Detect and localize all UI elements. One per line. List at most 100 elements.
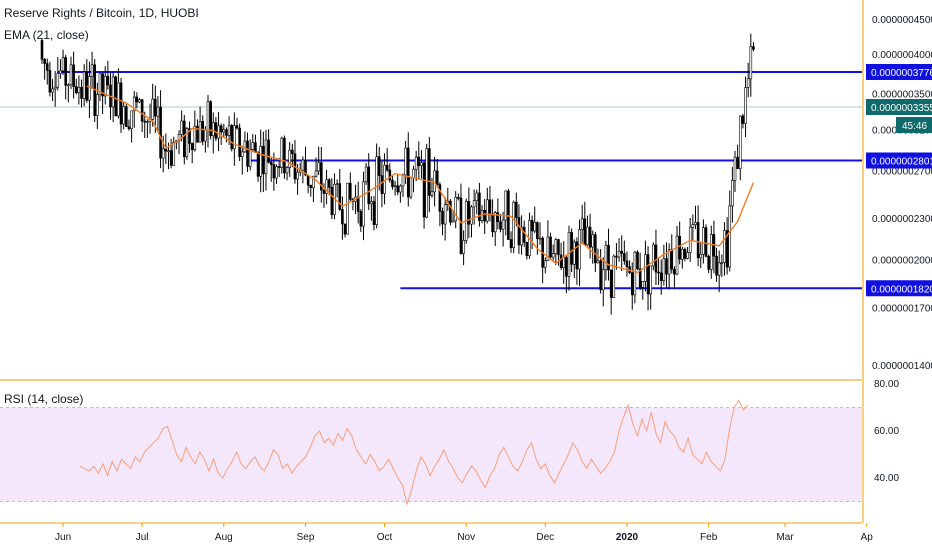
candle-body — [406, 147, 410, 198]
rsi-indicator-label[interactable]: RSI (14, close) — [4, 392, 84, 406]
candle-body — [746, 78, 750, 88]
candle-body — [483, 209, 486, 222]
rsi-line — [79, 399, 749, 506]
candle-body — [169, 150, 173, 166]
candle-body — [317, 162, 320, 172]
candle-body — [623, 253, 626, 262]
candle-body — [441, 211, 444, 225]
candle-body — [335, 183, 339, 185]
candle-body — [649, 265, 652, 295]
rsi-axis-label: 40.00 — [874, 473, 899, 484]
candle-body — [111, 76, 115, 108]
candle-body — [182, 120, 186, 158]
candle-body — [731, 180, 734, 207]
candle-body — [601, 269, 605, 291]
candle-body — [43, 59, 46, 64]
candle-body — [728, 205, 732, 268]
candle-body — [380, 175, 384, 194]
candle-body — [254, 142, 257, 153]
candle-body — [654, 244, 658, 273]
candle-body — [388, 169, 392, 181]
candle-body — [64, 57, 68, 86]
symbol-title[interactable]: Reserve Rights / Bitcoin, 1D, HUOBI — [4, 6, 199, 20]
candle-body — [501, 219, 505, 230]
candle-body — [449, 200, 452, 223]
candle-body — [557, 239, 560, 256]
candle-body — [114, 76, 118, 117]
candle-body — [67, 84, 70, 87]
candle-body — [285, 167, 289, 174]
candle-body — [320, 162, 323, 191]
level-price-tag — [866, 63, 932, 80]
candle-body — [74, 86, 78, 94]
horizontal-levels[interactable] — [57, 70, 862, 290]
candle-body — [491, 213, 494, 233]
price-axis-label: 0.0000004000 — [872, 50, 932, 61]
candle-body — [412, 168, 415, 179]
candle-body — [338, 183, 342, 210]
candle-body — [596, 260, 600, 264]
ema-indicator-label[interactable]: EMA (21, close) — [4, 28, 89, 42]
candle-body — [267, 139, 270, 163]
candle-body — [309, 184, 313, 189]
candle-body — [533, 222, 537, 232]
price-axis-label: 0.0000001400 — [872, 361, 932, 372]
candle-body — [662, 258, 666, 281]
candle-body — [88, 76, 91, 101]
candle-body — [138, 99, 141, 103]
candle-body — [604, 244, 608, 271]
candle-body — [146, 121, 149, 123]
candle-body — [738, 115, 742, 169]
candle-body — [125, 106, 128, 127]
candle-body — [193, 125, 197, 151]
candle-body — [725, 230, 729, 268]
time-axis-label: Nov — [457, 532, 475, 543]
candle-body — [56, 73, 60, 88]
rsi-axis-label: 80.00 — [874, 379, 899, 390]
candle-body — [377, 156, 381, 176]
time-axis-label: Jun — [55, 532, 71, 543]
rsi-layer — [79, 399, 749, 506]
candle-body — [327, 179, 331, 188]
candle-body — [681, 249, 684, 260]
candle-body — [586, 226, 589, 246]
time-axis-label: Feb — [700, 532, 718, 543]
candle-body — [82, 71, 86, 99]
candle-body — [370, 201, 373, 205]
ema-layer — [86, 85, 755, 274]
candle-body — [422, 162, 426, 218]
candle-body — [575, 241, 579, 270]
candle-body — [219, 125, 223, 133]
candle-body — [709, 234, 713, 270]
candle-body — [59, 70, 62, 74]
candle-body — [225, 129, 228, 136]
time-axis-label: Oct — [377, 532, 393, 543]
price-tags: 0.0000003776 0.0000002801 0.0000001820 0.00… — [866, 63, 932, 297]
candle-body — [615, 255, 618, 258]
candle-body — [641, 281, 645, 288]
candles-layer — [40, 33, 755, 315]
candle-body — [130, 110, 133, 130]
candle-body — [214, 122, 218, 139]
candle-body — [425, 148, 429, 218]
candle-body — [594, 234, 597, 264]
candle-body — [325, 179, 328, 194]
candle-body — [180, 120, 183, 135]
candle-body — [752, 46, 755, 50]
candle-body — [667, 249, 671, 275]
candle-body — [744, 87, 747, 124]
time-axis-label: Ap — [861, 532, 874, 543]
candle-body — [638, 268, 642, 288]
candle-body — [670, 249, 674, 270]
candle-body — [40, 40, 44, 60]
candle-body — [678, 235, 681, 260]
candle-body — [646, 254, 650, 295]
price-axis-label: 0.0000002700 — [872, 166, 932, 177]
candle-body — [248, 149, 252, 167]
candle-body — [620, 250, 624, 254]
candle-body — [636, 251, 639, 270]
candle-body — [396, 185, 400, 193]
candle-body — [457, 197, 460, 199]
